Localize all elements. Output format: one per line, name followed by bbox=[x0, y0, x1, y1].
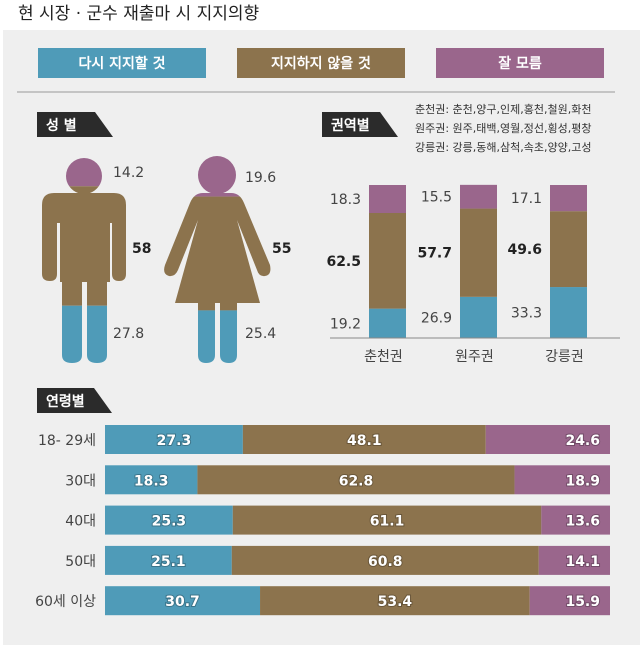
age-bar-segment bbox=[231, 545, 539, 575]
age-bar-segment bbox=[105, 505, 233, 535]
male-support-label: 27.8 bbox=[113, 326, 144, 342]
male-oppose-label: 58 bbox=[132, 241, 151, 257]
age-value-label: 25.3 bbox=[152, 514, 187, 530]
region-value-label: 18.3 bbox=[330, 192, 361, 208]
region-value-label: 33.3 bbox=[511, 306, 542, 322]
age-value-label: 18.9 bbox=[565, 473, 600, 489]
region-value-label: 17.1 bbox=[511, 191, 542, 207]
age-bar-segment bbox=[105, 425, 243, 454]
female-support-label: 25.4 bbox=[245, 326, 276, 342]
region-value-label: 26.9 bbox=[421, 310, 452, 326]
age-value-label: 25.1 bbox=[151, 554, 186, 570]
region-bar-segment bbox=[550, 185, 587, 212]
age-badge-label: 연령별 bbox=[46, 393, 85, 410]
region-bar-segment bbox=[369, 212, 406, 309]
gender-badge-label: 성 별 bbox=[46, 117, 77, 134]
age-bar-segment bbox=[105, 586, 261, 616]
age-value-label: 13.6 bbox=[565, 514, 600, 530]
age-value-label: 61.1 bbox=[370, 514, 405, 530]
region-value-label: 19.2 bbox=[330, 316, 361, 332]
age-category-label: 30대 bbox=[65, 473, 96, 489]
age-bar-segment bbox=[105, 465, 198, 495]
legend-label: 다시 지지할 것 bbox=[78, 55, 165, 72]
age-bar-segment bbox=[529, 586, 610, 616]
legend: 다시 지지할 것 지지하지 않을 것 잘 모름 bbox=[38, 48, 604, 78]
age-value-label: 18.3 bbox=[134, 473, 169, 489]
legend-swatch-2 bbox=[436, 48, 604, 78]
legend-swatch-1 bbox=[237, 48, 405, 78]
region-value-label: 15.5 bbox=[421, 190, 452, 206]
age-value-label: 30.7 bbox=[165, 594, 200, 610]
age-value-label: 48.1 bbox=[347, 433, 382, 449]
female-unsure-label: 19.6 bbox=[245, 170, 276, 186]
age-value-label: 14.1 bbox=[565, 554, 600, 570]
age-value-label: 27.3 bbox=[157, 433, 192, 449]
age-section: 연령별 18- 29세 27.3 48.1 24.6 30대 18.3 62.8 18.9 40대… bbox=[35, 388, 610, 616]
age-bar-segment bbox=[197, 465, 515, 495]
legend-swatch-0 bbox=[38, 48, 206, 78]
age-bar-segment bbox=[485, 425, 610, 454]
male-unsure-label: 14.2 bbox=[113, 165, 144, 181]
region-bar-segment bbox=[550, 287, 587, 338]
region-bar-segment bbox=[460, 208, 497, 297]
region-note: 춘천권: 춘천,양구,인제,홍천,철원,화천 bbox=[415, 102, 591, 116]
age-category-label: 60세 이상 bbox=[35, 594, 96, 610]
gender-badge bbox=[37, 112, 113, 137]
age-value-label: 53.4 bbox=[378, 594, 413, 610]
age-bar-segment bbox=[541, 505, 610, 535]
region-bar-segment bbox=[369, 185, 406, 213]
region-badge bbox=[322, 112, 398, 137]
age-category-label: 18- 29세 bbox=[38, 433, 96, 449]
age-badge bbox=[37, 388, 112, 413]
region-value-label: 57.7 bbox=[417, 246, 452, 262]
region-category-label: 원주권 bbox=[455, 349, 494, 365]
region-bar-segment bbox=[460, 296, 497, 338]
legend-label: 지지하지 않을 것 bbox=[271, 55, 371, 72]
legend-label: 잘 모름 bbox=[498, 56, 542, 72]
region-badge-label: 권역별 bbox=[331, 117, 370, 134]
region-bar-segment bbox=[550, 211, 587, 288]
region-category-label: 강릉권 bbox=[545, 349, 584, 365]
region-note: 강릉권: 강릉,동해,삼척,속초,양양,고성 bbox=[415, 140, 591, 154]
region-value-label: 49.6 bbox=[507, 242, 542, 258]
age-category-label: 40대 bbox=[65, 514, 96, 530]
age-value-label: 60.8 bbox=[368, 554, 403, 570]
female-oppose-label: 55 bbox=[272, 241, 291, 257]
age-bar-segment bbox=[538, 545, 610, 575]
age-value-label: 24.6 bbox=[565, 433, 600, 449]
age-value-label: 15.9 bbox=[565, 594, 600, 610]
region-value-label: 62.5 bbox=[326, 254, 361, 270]
age-bar-segment bbox=[260, 586, 530, 616]
region-note: 원주권: 원주,태백,영월,정선,횡성,평창 bbox=[415, 122, 591, 135]
age-bar-segment bbox=[514, 465, 610, 495]
page-title: 현 시장 · 군수 재출마 시 지지의향 bbox=[18, 4, 259, 24]
age-bar-segment bbox=[105, 545, 232, 575]
region-category-label: 춘천권 bbox=[364, 349, 403, 365]
region-bar-segment bbox=[369, 308, 406, 338]
age-bar-segment bbox=[242, 425, 486, 454]
age-value-label: 62.8 bbox=[339, 473, 374, 489]
age-bar-segment bbox=[232, 505, 542, 535]
age-category-label: 50대 bbox=[65, 554, 96, 570]
region-bar-segment bbox=[460, 184, 497, 209]
